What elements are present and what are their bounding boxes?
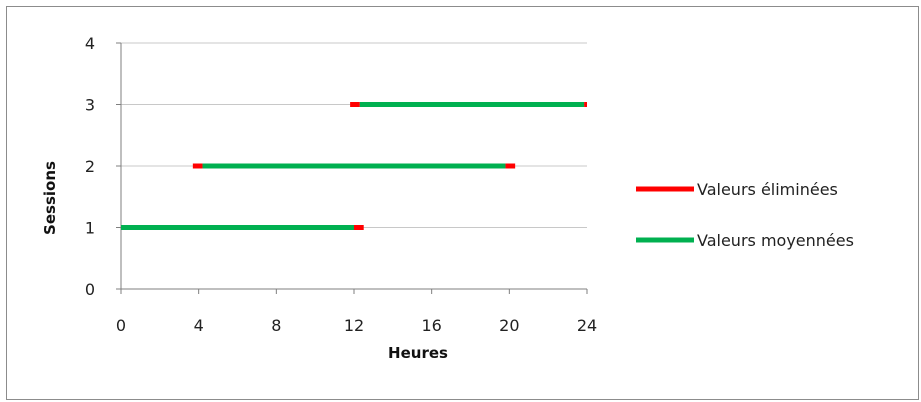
x-tick-label-24: 24 — [577, 316, 597, 335]
x-axis-title: Heures — [388, 344, 448, 362]
x-tick-label-0: 0 — [116, 316, 126, 335]
x-tick-label-4: 4 — [194, 316, 204, 335]
series-layer — [121, 102, 587, 230]
legend-label-1: Valeurs éliminées — [697, 180, 838, 199]
y-tick-label-3: 3 — [85, 96, 95, 115]
legend: Valeurs éliminées Valeurs moyennées — [636, 180, 854, 250]
y-tick-label-1: 1 — [85, 219, 95, 238]
y-tick-label-0: 0 — [85, 280, 95, 299]
x-tick-label-16: 16 — [421, 316, 441, 335]
y-tick-label-2: 2 — [85, 157, 95, 176]
x-tick-label-20: 20 — [499, 316, 519, 335]
x-tick-label-12: 12 — [344, 316, 364, 335]
y-tick-label-4: 4 — [85, 34, 95, 53]
x-tick-label-8: 8 — [271, 316, 281, 335]
y-axis-title: Sessions — [41, 161, 59, 235]
chart-frame — [6, 6, 919, 400]
gridlines — [121, 42, 587, 228]
axes — [116, 42, 588, 294]
legend-label-2: Valeurs moyennées — [697, 231, 854, 250]
